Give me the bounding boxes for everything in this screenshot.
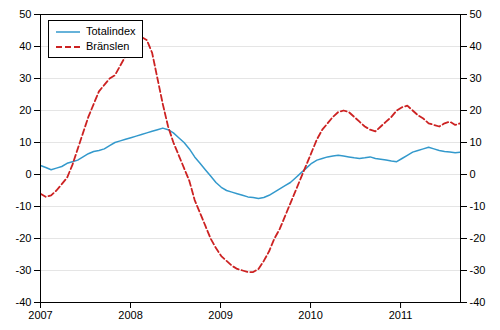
svg-text:-30: -30 [470, 264, 486, 276]
svg-text:-20: -20 [470, 232, 486, 244]
svg-text:40: 40 [19, 40, 31, 52]
svg-text:-10: -10 [16, 200, 32, 212]
svg-text:30: 30 [470, 72, 482, 84]
html-text:Totalindex: Totalindex [86, 25, 136, 37]
svg-text:-20: -20 [16, 232, 32, 244]
svg-text:10: 10 [19, 136, 31, 148]
svg-text:40: 40 [470, 40, 482, 52]
svg-text:2007: 2007 [28, 309, 52, 321]
svg-text:-10: -10 [470, 200, 486, 212]
svg-text:10: 10 [470, 136, 482, 148]
svg-text:-40: -40 [470, 296, 486, 308]
svg-text:50: 50 [470, 8, 482, 20]
svg-text:0: 0 [470, 168, 476, 180]
svg-text:0: 0 [25, 168, 31, 180]
html-text:Bränslen: Bränslen [86, 40, 130, 52]
svg-text:30: 30 [19, 72, 31, 84]
svg-text:20: 20 [470, 104, 482, 116]
svg-text:2010: 2010 [298, 309, 322, 321]
svg-text:-40: -40 [16, 296, 32, 308]
svg-text:-30: -30 [16, 264, 32, 276]
svg-text:2011: 2011 [389, 309, 413, 321]
svg-text:2008: 2008 [118, 309, 142, 321]
svg-text:50: 50 [19, 8, 31, 20]
svg-text:20: 20 [19, 104, 31, 116]
svg-text:2009: 2009 [208, 309, 232, 321]
